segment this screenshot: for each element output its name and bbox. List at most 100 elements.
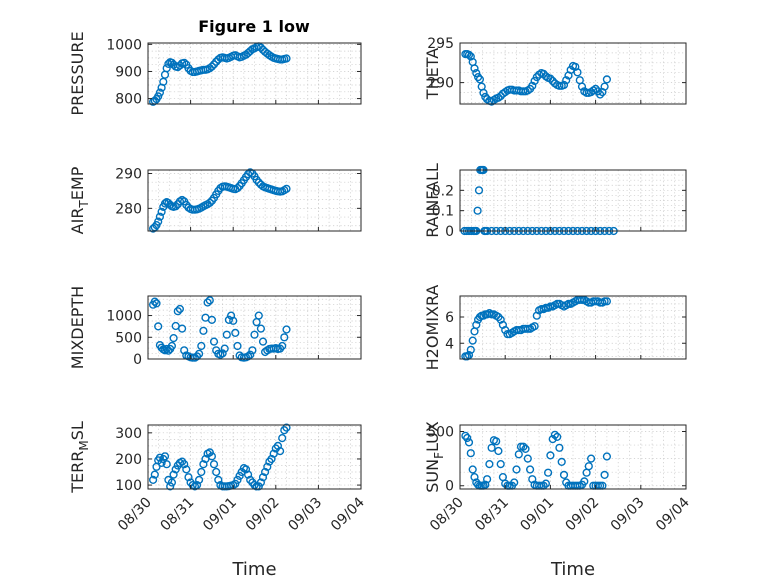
data-point <box>205 296 214 305</box>
data-point <box>573 68 582 77</box>
data-point <box>516 442 526 451</box>
data-point <box>160 346 170 355</box>
data-point <box>602 452 612 461</box>
data-point <box>278 341 287 351</box>
x-tick-label: 08/30 <box>427 495 467 535</box>
figure-title: Figure 1 low <box>198 17 310 36</box>
data-point <box>523 324 532 333</box>
subplot-air-temp: 280 290 AIRTEMP <box>68 166 362 234</box>
data-point <box>273 441 283 451</box>
data-point <box>169 470 178 479</box>
data-point <box>602 297 612 306</box>
x-tick-label: 09/02 <box>563 495 603 535</box>
data-point <box>167 341 177 351</box>
y-tick-label: 0 <box>445 224 454 240</box>
x-axis-label: Time <box>550 559 595 580</box>
y-tick-label: 500 <box>427 425 454 441</box>
y-axis-label: TERRMSL <box>68 421 91 494</box>
data-point <box>195 349 204 358</box>
data-point <box>149 475 158 485</box>
subplot-pressure: 800 900 1000 PRESSURE <box>68 31 362 116</box>
data-point <box>241 465 251 474</box>
x-tick-label: 09/02 <box>243 495 283 535</box>
y-axis-label: THETA <box>423 48 442 100</box>
data-point <box>171 465 180 474</box>
y-tick-label: 280 <box>115 201 142 217</box>
axes-frame <box>147 424 362 490</box>
data-point <box>282 184 291 193</box>
y-tick-label: 1000 <box>106 37 142 53</box>
data-point <box>523 454 532 463</box>
data-point <box>475 75 485 84</box>
x-tick-label: 09/04 <box>328 494 368 534</box>
data-point <box>559 80 569 90</box>
data-point <box>464 438 474 447</box>
data-point <box>155 212 165 221</box>
axes-frame <box>459 295 687 360</box>
data-point <box>280 333 289 342</box>
axes-frame <box>459 169 687 232</box>
data-point <box>233 341 242 351</box>
y-tick-label: 0.1 <box>432 204 454 220</box>
data-point <box>548 435 557 444</box>
data-point <box>258 337 268 346</box>
data-point <box>256 478 266 487</box>
data-point <box>233 475 242 485</box>
data-point <box>171 202 180 211</box>
data-point <box>197 467 206 477</box>
data-point <box>546 74 555 83</box>
x-axis-label: Time <box>231 559 276 580</box>
data-point <box>562 76 571 85</box>
data-point <box>169 334 178 343</box>
x-tick-label: 09/04 <box>653 494 693 534</box>
y-tick-label: 4 <box>445 336 454 352</box>
data-point <box>220 344 229 353</box>
data-point <box>532 72 541 82</box>
data-point <box>167 478 177 487</box>
data-point <box>530 322 539 331</box>
data-point <box>586 454 596 463</box>
data-point <box>473 206 482 215</box>
axes-frame <box>147 169 362 232</box>
data-point <box>207 62 217 71</box>
x-tick-label: 09/03 <box>608 495 648 535</box>
data-point <box>164 59 173 69</box>
data-point <box>209 337 219 346</box>
data-point <box>600 82 609 91</box>
data-point <box>464 50 474 60</box>
data-point <box>546 302 555 311</box>
data-point <box>263 462 272 471</box>
data-point <box>525 465 535 474</box>
data-point <box>180 346 189 355</box>
data-point <box>600 470 609 480</box>
data-point <box>205 198 214 207</box>
data-point <box>175 304 185 314</box>
y-tick-label: 800 <box>115 92 142 108</box>
data-point <box>492 437 501 446</box>
data-point <box>474 186 484 195</box>
y-axis-label: RAINFALL <box>423 163 442 238</box>
data-point <box>256 324 266 333</box>
axes-frame <box>459 42 687 105</box>
data-point <box>548 76 557 86</box>
y-tick-label: 300 <box>115 426 142 442</box>
data-point <box>472 68 481 78</box>
y-tick-label: 6 <box>445 310 454 326</box>
data-point <box>591 84 600 94</box>
data-point <box>256 43 266 52</box>
data-point <box>150 297 159 306</box>
data-point <box>160 199 170 208</box>
data-point <box>496 91 505 101</box>
data-point <box>199 326 208 335</box>
data-point <box>157 458 166 468</box>
x-tick-label: 08/30 <box>115 495 155 535</box>
data-point <box>152 299 161 308</box>
data-point <box>557 457 566 467</box>
data-point <box>559 470 569 480</box>
data-point <box>218 349 227 358</box>
data-point <box>595 90 605 99</box>
data-point <box>258 473 268 482</box>
